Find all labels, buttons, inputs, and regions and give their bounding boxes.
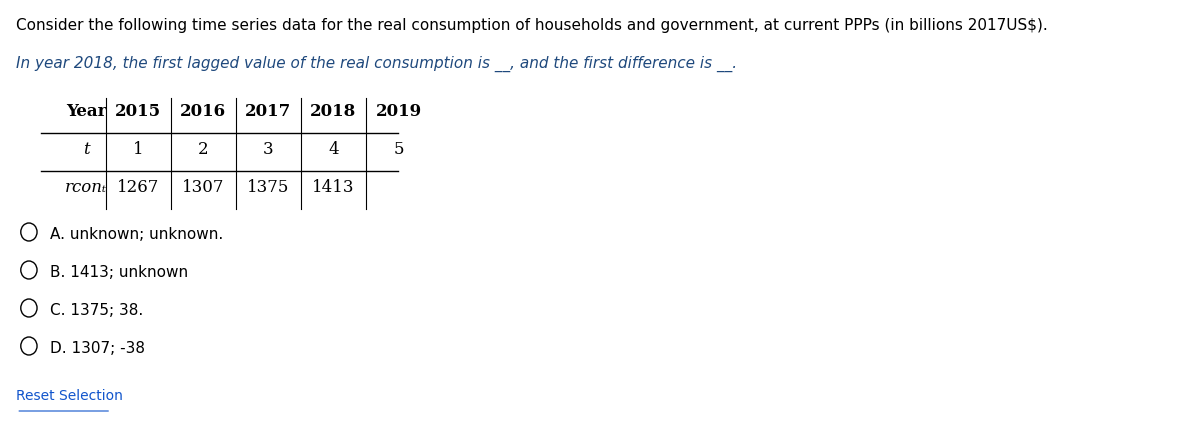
Text: 5: 5 — [394, 141, 403, 158]
Text: 2015: 2015 — [115, 103, 161, 120]
Text: 1307: 1307 — [182, 179, 224, 196]
Text: 2: 2 — [198, 141, 209, 158]
Text: A. unknown; unknown.: A. unknown; unknown. — [49, 227, 223, 242]
Text: Year: Year — [66, 103, 107, 120]
Text: 2017: 2017 — [245, 103, 292, 120]
Text: 2019: 2019 — [376, 103, 421, 120]
Text: In year 2018, the first lagged value of the real consumption is __, and the firs: In year 2018, the first lagged value of … — [17, 56, 737, 72]
Text: 3: 3 — [263, 141, 274, 158]
Text: 1: 1 — [133, 141, 144, 158]
Text: D. 1307; -38: D. 1307; -38 — [49, 341, 145, 356]
Text: 1413: 1413 — [312, 179, 355, 196]
Text: 1375: 1375 — [247, 179, 289, 196]
Text: Consider the following time series data for the real consumption of households a: Consider the following time series data … — [17, 18, 1048, 33]
Text: rconₜ: rconₜ — [65, 179, 107, 196]
Text: B. 1413; unknown: B. 1413; unknown — [49, 265, 188, 280]
Text: 4: 4 — [328, 141, 338, 158]
Text: 2018: 2018 — [311, 103, 356, 120]
Text: C. 1375; 38.: C. 1375; 38. — [49, 303, 143, 318]
Text: 1267: 1267 — [118, 179, 160, 196]
Text: 2016: 2016 — [180, 103, 227, 120]
Text: Reset Selection: Reset Selection — [17, 389, 124, 403]
Text: t: t — [83, 141, 90, 158]
